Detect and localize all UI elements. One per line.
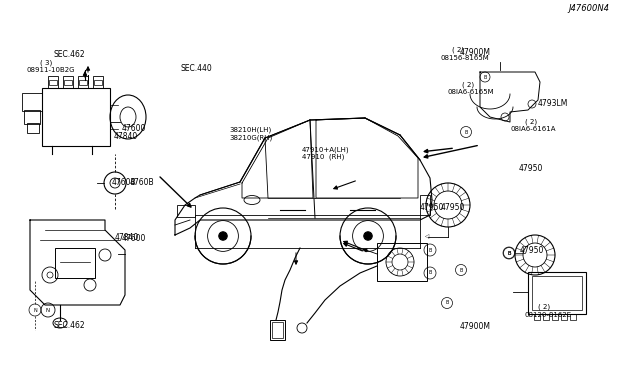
Text: J47600N4: J47600N4 <box>568 4 609 13</box>
Bar <box>42 88 110 146</box>
Bar <box>93 76 103 88</box>
Bar <box>48 76 58 88</box>
Bar <box>532 276 582 310</box>
Text: ( 2): ( 2) <box>525 119 537 125</box>
Text: 47910+A(LH): 47910+A(LH) <box>302 146 349 153</box>
Circle shape <box>364 232 372 240</box>
Text: 47950: 47950 <box>420 202 444 212</box>
Text: N: N <box>33 308 37 312</box>
Bar <box>528 272 586 314</box>
Text: 47600: 47600 <box>122 234 146 243</box>
Bar <box>377 243 427 281</box>
Bar <box>272 322 283 338</box>
Text: B: B <box>428 270 432 276</box>
Bar <box>543 314 549 320</box>
Bar <box>552 314 558 320</box>
Text: 47840: 47840 <box>114 132 138 141</box>
Bar <box>534 314 540 320</box>
Text: 08120-8162E: 08120-8162E <box>525 312 572 318</box>
Text: SEC.440: SEC.440 <box>180 64 212 73</box>
Bar <box>79 80 87 85</box>
Text: B: B <box>464 129 468 135</box>
Text: B: B <box>508 250 511 256</box>
Text: ( 2): ( 2) <box>452 47 464 54</box>
Text: 08IA6-6165M: 08IA6-6165M <box>448 89 495 95</box>
Text: 4760B: 4760B <box>130 177 155 186</box>
Text: 38210H(LH): 38210H(LH) <box>229 127 271 134</box>
Bar <box>561 314 567 320</box>
Bar <box>78 76 88 88</box>
Bar <box>94 80 102 85</box>
Bar <box>22 93 42 111</box>
Text: 08911-10B2G: 08911-10B2G <box>27 67 76 73</box>
Text: 47950: 47950 <box>520 246 545 254</box>
Text: B: B <box>507 250 511 256</box>
Text: 08156-8165M: 08156-8165M <box>440 55 489 61</box>
Bar <box>63 76 73 88</box>
Bar <box>24 110 40 124</box>
Text: B: B <box>428 247 432 253</box>
Text: 47600: 47600 <box>122 124 147 132</box>
Text: 4793LM: 4793LM <box>538 99 568 108</box>
Text: SEC.462: SEC.462 <box>53 49 84 58</box>
Text: ( 2): ( 2) <box>538 304 550 310</box>
Text: N: N <box>46 308 50 312</box>
Text: 47910  (RH): 47910 (RH) <box>302 154 344 160</box>
Text: 47840: 47840 <box>115 232 140 241</box>
Text: B: B <box>460 267 463 273</box>
Text: B: B <box>445 301 449 305</box>
Text: ◁: ◁ <box>424 234 428 240</box>
Bar <box>55 248 95 278</box>
Text: 4760B: 4760B <box>112 178 136 187</box>
Text: 38210G(RH): 38210G(RH) <box>229 134 273 141</box>
Text: 47900M: 47900M <box>460 322 490 331</box>
Bar <box>177 205 195 217</box>
Circle shape <box>219 232 227 240</box>
Text: ( 2): ( 2) <box>462 81 474 88</box>
Bar <box>570 314 576 320</box>
Text: SEC.462: SEC.462 <box>53 321 84 330</box>
Text: 47950: 47950 <box>518 164 543 173</box>
Text: 08IA6-6161A: 08IA6-6161A <box>511 126 556 132</box>
Bar <box>420 195 430 215</box>
Bar <box>49 80 57 85</box>
Bar <box>64 80 72 85</box>
Text: B: B <box>483 74 486 80</box>
Text: 47950: 47950 <box>440 203 465 212</box>
Text: ( 3): ( 3) <box>40 59 52 66</box>
Bar <box>270 320 285 340</box>
Bar <box>27 123 39 133</box>
Text: 47900M: 47900M <box>460 48 491 57</box>
